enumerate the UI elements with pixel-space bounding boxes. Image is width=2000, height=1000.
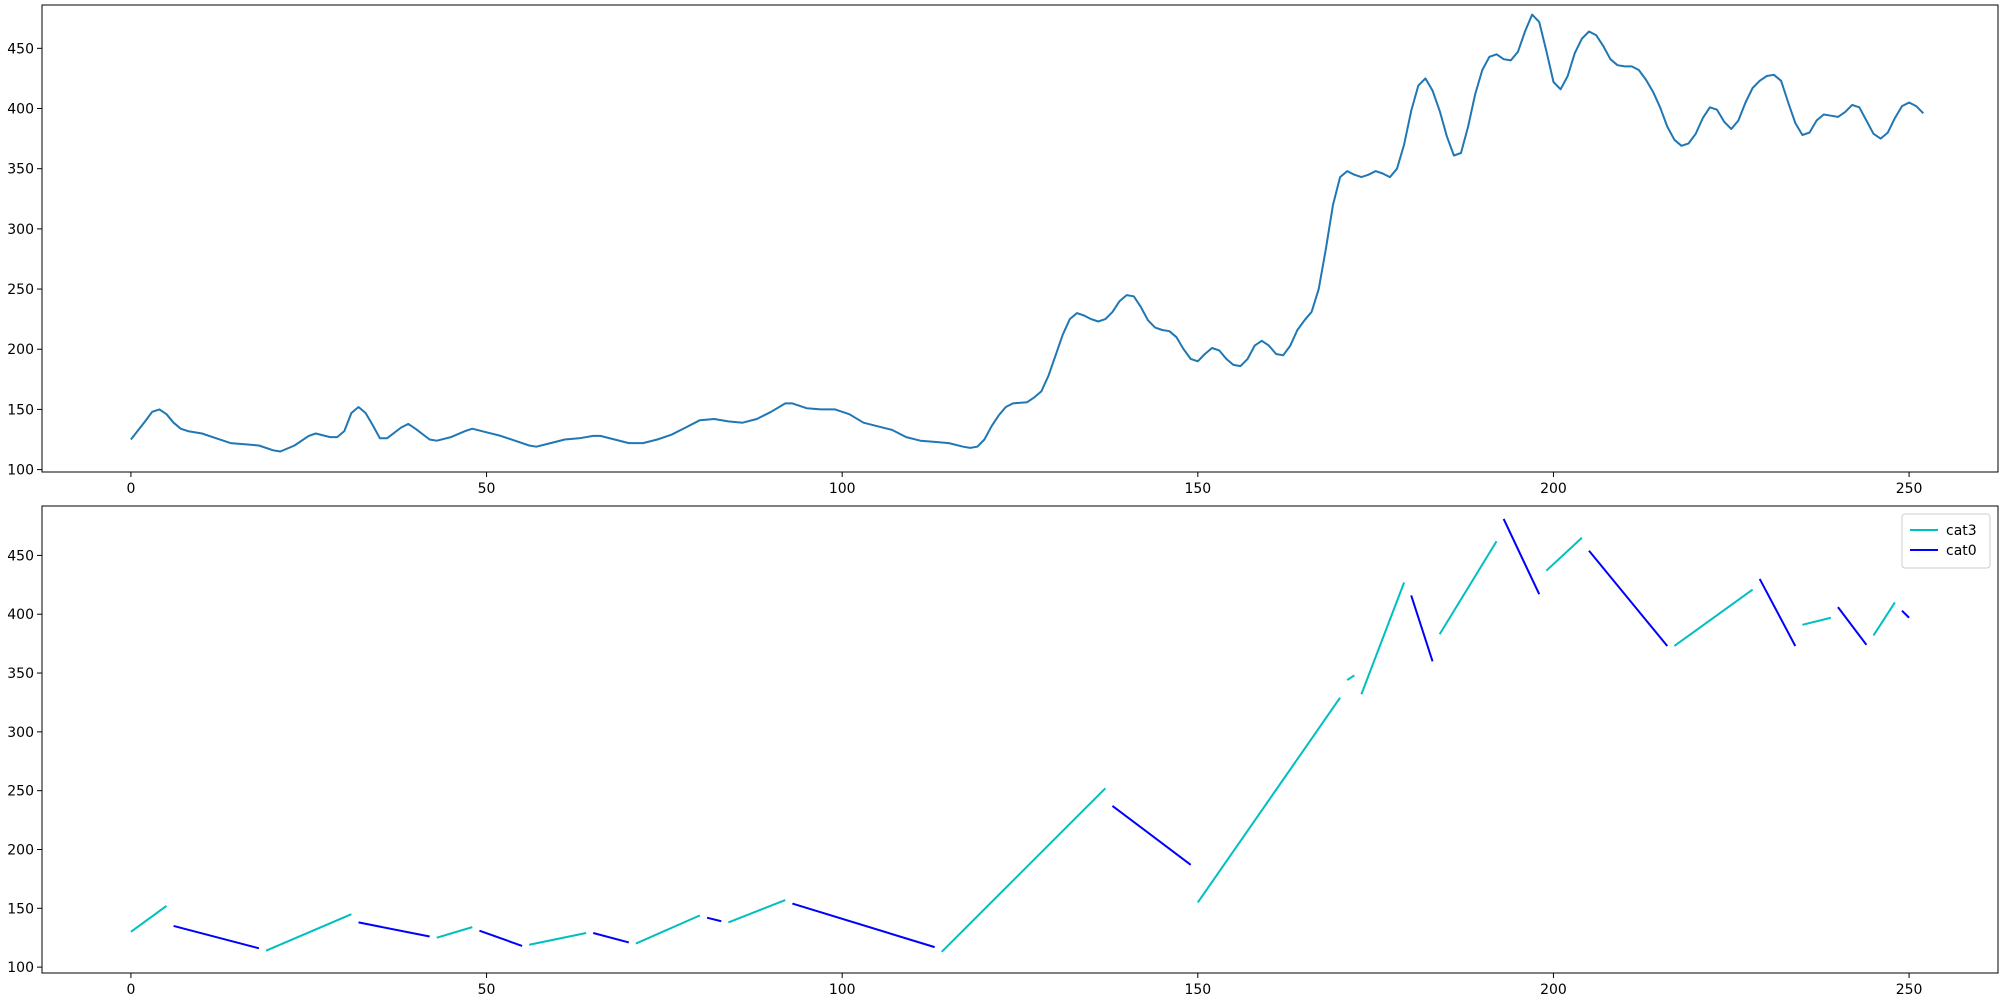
y-tick-label: 450 [7, 548, 34, 564]
series-segment-cat0 [592, 932, 630, 944]
series-segment-cat3 [1802, 616, 1832, 626]
series-line [130, 13, 1925, 453]
x-tick-label: 0 [126, 481, 135, 497]
x-tick-label: 200 [1540, 481, 1567, 497]
series-segment-cat3 [1673, 588, 1754, 647]
series-segment-cat0 [1410, 595, 1434, 662]
series-segment-cat3 [436, 926, 473, 939]
y-tick-label: 100 [7, 463, 34, 479]
series-segment-cat3 [728, 899, 786, 924]
series-segment-cat0 [706, 916, 722, 923]
y-tick-label: 450 [7, 41, 34, 57]
x-tick-label: 250 [1896, 481, 1923, 497]
axes-frame [41, 4, 1999, 473]
series-segment-cat3 [130, 905, 168, 933]
series-segment-cat0 [1758, 578, 1797, 647]
y-tick-label: 250 [7, 282, 34, 298]
series-segment-cat3 [1360, 582, 1406, 695]
x-tick-label: 50 [478, 982, 496, 998]
x-tick-label: 0 [126, 982, 135, 998]
series-segment-cat3 [1872, 601, 1896, 636]
y-tick-label: 400 [7, 607, 34, 623]
x-tick-label: 250 [1896, 982, 1923, 998]
series-segment-cat3 [1438, 540, 1498, 635]
series-segment-cat0 [1837, 606, 1868, 646]
y-tick-label: 350 [7, 162, 34, 178]
series-segment-cat0 [1588, 550, 1669, 647]
series-segment-cat3 [1196, 697, 1341, 903]
y-tick-label: 250 [7, 784, 34, 800]
legend-label: cat3 [1946, 523, 1977, 539]
axes-frame [41, 505, 1999, 974]
y-tick-label: 200 [7, 342, 34, 358]
series-segment-cat3 [529, 932, 587, 946]
x-tick-label: 100 [829, 481, 856, 497]
x-tick-label: 150 [1184, 481, 1211, 497]
series-segment-cat3 [1346, 674, 1355, 681]
series-segment-cat3 [265, 913, 352, 952]
legend: cat3 cat0 [1901, 513, 1991, 569]
x-tick-label: 50 [478, 481, 496, 497]
x-tick-label: 200 [1540, 982, 1567, 998]
y-tick-label: 200 [7, 842, 34, 858]
y-tick-label: 150 [7, 901, 34, 917]
series-segment-cat0 [479, 929, 523, 947]
series-segment-cat0 [358, 921, 430, 938]
legend-label: cat0 [1946, 543, 1977, 559]
series-segment-cat3 [1545, 537, 1583, 572]
y-tick-label: 300 [7, 222, 34, 238]
y-tick-label: 350 [7, 666, 34, 682]
series-segment-cat3 [941, 787, 1107, 953]
y-tick-label: 400 [7, 102, 34, 118]
y-tick-label: 150 [7, 402, 34, 418]
legend-box [1901, 513, 1991, 569]
series-segment-cat3 [635, 914, 701, 945]
top-chart: 0 50 100 150 200 250 100 150 200 250 300 350 400 450 [7, 4, 1999, 497]
series-segment-cat0 [1502, 518, 1541, 595]
y-tick-label: 100 [7, 960, 34, 976]
x-tick-label: 150 [1184, 982, 1211, 998]
series-segment-cat0 [1901, 609, 1910, 619]
series-segment-cat0 [173, 924, 260, 950]
series-segment-cat0 [1111, 805, 1192, 866]
y-tick-label: 300 [7, 725, 34, 741]
series-segment-cat0 [792, 902, 935, 949]
bottom-chart: 0 50 100 150 200 250 100 150 200 250 300 350 400 450 c… [7, 505, 1999, 998]
x-tick-label: 100 [829, 982, 856, 998]
